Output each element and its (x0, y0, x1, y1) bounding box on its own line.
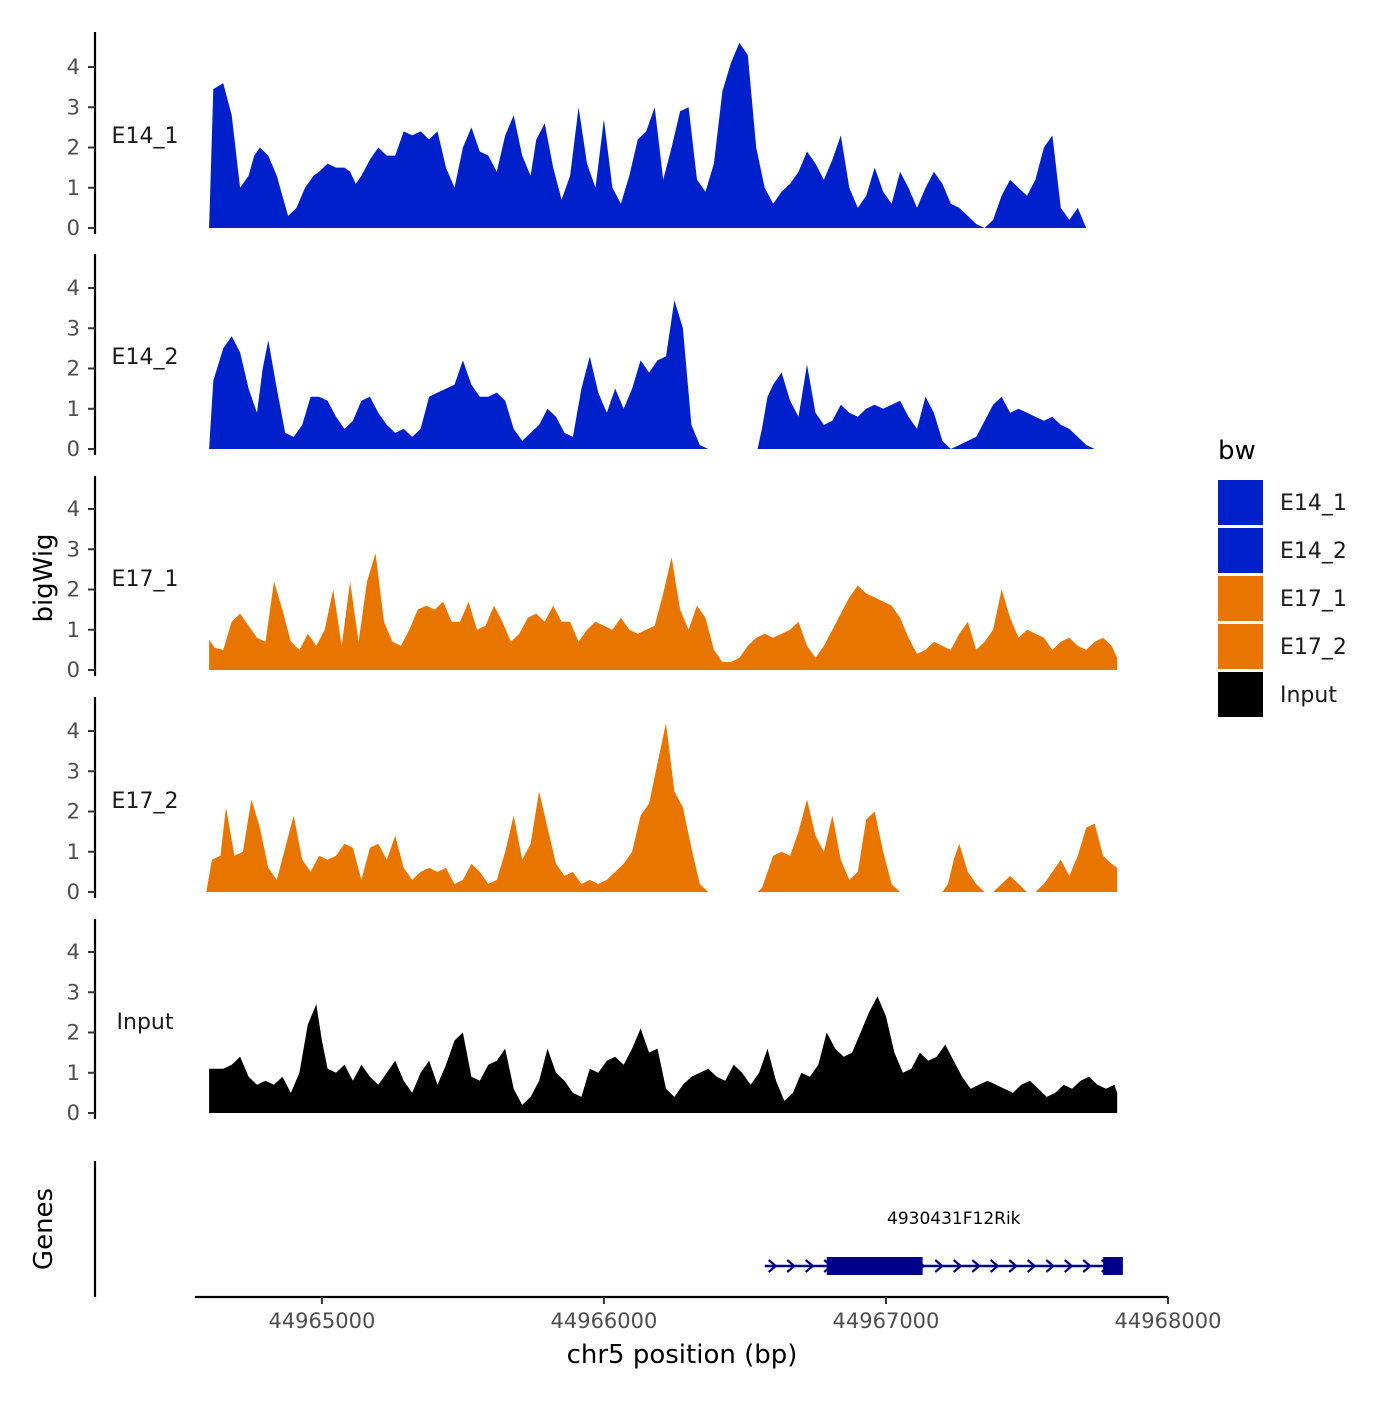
strand-arrow (934, 1259, 944, 1273)
legend-label: E14_2 (1280, 539, 1347, 564)
track-e17-2: 0 1 2 3 4 E17_2 (67, 697, 1118, 904)
y-tick-label: 4 (67, 940, 80, 964)
legend-label: E14_1 (1280, 491, 1347, 516)
legend-swatch-e14-1 (1218, 480, 1263, 525)
x-axis: 44965000 44966000 44967000 44968000 (195, 1295, 1222, 1333)
genes-track: Genes 4930431F12Rik (29, 1161, 1123, 1297)
y-tick-label: 4 (67, 276, 80, 300)
legend-label: E17_1 (1280, 587, 1347, 612)
genes-title: Genes (29, 1188, 59, 1270)
legend: bw E14_1 E14_2 E17_1 E17_2 Input (1218, 436, 1347, 717)
x-axis-title: chr5 position (bp) (567, 1340, 798, 1370)
y-tick-label: 1 (67, 618, 80, 642)
strand-arrow (804, 1259, 815, 1273)
coverage-area-e14-1 (209, 42, 1104, 229)
strand-arrow (989, 1259, 1000, 1273)
track-label: Input (117, 1010, 174, 1035)
y-axis-title: bigWig (29, 533, 59, 622)
track-label: E14_1 (112, 124, 179, 149)
track-label: E17_1 (112, 567, 179, 592)
y-tick-label: 4 (67, 719, 80, 743)
track-input: 0 1 2 3 4 Input (67, 919, 1118, 1125)
legend-title: bw (1218, 436, 1256, 466)
gene-exon (826, 1257, 923, 1275)
legend-swatch-e17-1 (1218, 576, 1263, 621)
y-tick-label: 1 (67, 176, 80, 200)
strand-arrow (1082, 1259, 1092, 1273)
legend-label: Input (1280, 683, 1337, 708)
track-e14-1: 0 1 2 3 4 E14_1 (67, 32, 1104, 240)
track-label: E14_2 (112, 345, 179, 370)
strand-arrow (1008, 1259, 1018, 1273)
coverage-area-e17-1 (209, 553, 1118, 670)
gene-exon (1103, 1257, 1123, 1275)
y-tick-label: 0 (67, 437, 80, 461)
x-tick-label: 44968000 (1115, 1309, 1222, 1333)
y-tick-label: 4 (67, 55, 80, 79)
track-e17-1: 0 1 2 3 4 E17_1 (67, 476, 1118, 682)
track-label: E17_2 (112, 789, 179, 814)
legend-swatch-e14-2 (1218, 528, 1263, 573)
strand-arrow (952, 1259, 963, 1273)
y-tick-label: 0 (67, 216, 80, 240)
strand-arrow (971, 1259, 981, 1273)
y-tick-label: 0 (67, 658, 80, 682)
y-tick-label: 0 (67, 880, 80, 904)
y-tick-label: 0 (67, 1101, 80, 1125)
coverage-area-e17-2 (206, 723, 1118, 892)
y-tick-label: 2 (67, 578, 80, 602)
legend-swatch-e17-2 (1218, 624, 1263, 669)
track-e14-2: 0 1 2 3 4 E14_2 (67, 254, 1118, 461)
y-tick-label: 3 (67, 95, 80, 119)
strand-arrow (1045, 1259, 1055, 1273)
strand-arrow (1063, 1259, 1074, 1273)
y-tick-label: 2 (67, 1021, 80, 1045)
strand-arrow (767, 1259, 778, 1273)
x-tick-label: 44967000 (833, 1309, 940, 1333)
strand-arrow (786, 1259, 796, 1273)
y-tick-label: 2 (67, 800, 80, 824)
coverage-area-e14-2 (209, 300, 1118, 449)
x-tick-label: 44965000 (268, 1309, 375, 1333)
y-tick-label: 1 (67, 1061, 80, 1085)
gene-name-label: 4930431F12Rik (887, 1209, 1021, 1229)
coverage-area-input (209, 996, 1118, 1113)
y-tick-label: 3 (67, 316, 80, 340)
y-tick-label: 1 (67, 397, 80, 421)
y-tick-label: 4 (67, 497, 80, 521)
x-tick-label: 44966000 (550, 1309, 657, 1333)
y-tick-label: 2 (67, 357, 80, 381)
legend-swatch-input (1218, 672, 1263, 717)
y-tick-label: 1 (67, 840, 80, 864)
y-tick-label: 3 (67, 759, 80, 783)
y-tick-label: 3 (67, 980, 80, 1004)
strand-arrow (1026, 1259, 1037, 1273)
y-tick-label: 3 (67, 537, 80, 561)
y-tick-label: 2 (67, 136, 80, 160)
legend-label: E17_2 (1280, 635, 1347, 660)
tracks-layer: 0 1 2 3 4 E14_1 0 1 2 3 4 E14_2 0 1 2 3 4 E17_1 0 1 2 3 4 E17_2… (67, 32, 1118, 1125)
